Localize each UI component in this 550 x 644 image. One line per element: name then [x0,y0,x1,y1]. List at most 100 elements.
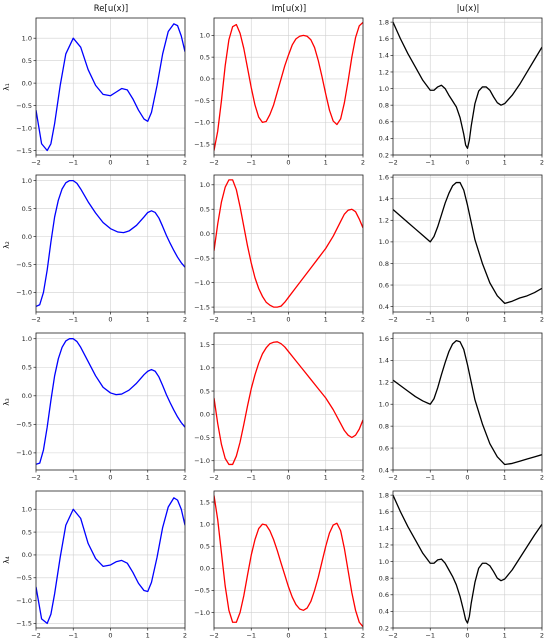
x-tick-label: 1 [324,316,328,324]
y-tick-label: −1.0 [16,124,32,132]
x-tick-label: 2 [361,159,365,167]
panel-1-1: −2 −1 0 1 2 −1.5 −1.0 −0.5 0.0 0.5 1.0 [194,174,365,324]
y-tick-label: 1.0 [22,506,32,514]
x-tick-label: −1 [68,316,78,324]
y-tick-label: 0.8 [379,260,389,268]
y-tick-label: 1.6 [379,35,389,43]
y-tick-label: −1.5 [194,140,210,148]
panel-1-0: −2 −1 0 1 2 −1.0 −0.5 0.0 0.5 1.0 [16,174,187,324]
y-tick-label: −1.0 [194,609,210,617]
y-tick-label: 1.5 [200,341,210,349]
y-tick-label: 0.6 [379,118,389,126]
x-tick-label: 1 [503,316,507,324]
y-tick-label: −0.5 [194,97,210,105]
y-tick-label: 1.6 [379,173,389,181]
row-label-1: λ₁ [2,83,11,90]
y-tick-label: 0.5 [22,205,32,213]
x-tick-label: 2 [183,474,187,482]
y-tick-label: 1.0 [200,32,210,40]
x-tick-label: −2 [209,632,219,640]
row-label-4: λ₄ [2,556,11,563]
y-tick-label: 0.4 [379,303,389,311]
x-tick-label: 2 [183,316,187,324]
x-tick-label: 2 [540,316,544,324]
y-tick-label: 0.8 [379,101,389,109]
x-tick-label: 0 [108,474,112,482]
y-tick-label: 0.5 [22,57,32,65]
row-label-2: λ₂ [2,241,11,248]
y-tick-label: 0.0 [22,392,32,400]
y-tick-label: −1.5 [16,147,32,155]
series-line [36,179,185,308]
x-tick-label: 1 [146,159,150,167]
y-tick-label: −1.0 [194,119,210,127]
panel-3-2: −2 −1 0 1 2 0.2 0.4 0.6 0.8 1.0 1.2 1.4 1.6 1.8 [379,490,544,640]
y-tick-label: 0.5 [22,364,32,372]
x-tick-label: 2 [540,474,544,482]
x-tick-label: 1 [503,159,507,167]
x-tick-label: 0 [465,159,469,167]
y-tick-label: −0.5 [16,102,32,110]
x-tick-label: −2 [209,316,219,324]
series-line [393,181,542,305]
panel-2-1: −2 −1 0 1 2 −1.0 −0.5 0.0 0.5 1.0 1.5 [194,332,365,482]
x-tick-label: 1 [503,474,507,482]
x-tick-label: −1 [246,474,256,482]
series-line [36,338,185,465]
y-tick-label: 0.8 [379,422,389,430]
y-tick-label: 1.0 [22,335,32,343]
y-tick-label: 0.8 [379,574,389,582]
panel-2-2: −2 −1 0 1 2 0.4 0.6 0.8 1.0 1.2 1.4 1.6 [379,332,544,482]
y-tick-label: −1.5 [16,620,32,628]
x-tick-label: −1 [68,159,78,167]
panels: −2 −1 0 1 2 −1.5 −1.0 −0.5 0.0 0.5 1.0 −2 −1 0 1 2 −1.5 −… [16,17,544,640]
y-tick-label: 0.0 [200,565,210,573]
y-tick-label: 0.2 [379,151,389,159]
y-tick-label: 1.4 [379,52,389,60]
x-tick-label: 2 [183,632,187,640]
x-tick-label: 0 [465,632,469,640]
y-tick-label: 1.0 [22,177,32,185]
x-tick-label: 0 [286,632,290,640]
y-tick-label: 0.6 [379,281,389,289]
x-tick-label: −2 [388,474,398,482]
x-tick-label: 2 [540,632,544,640]
column-title-re: Re[u(x)] [94,4,128,14]
y-tick-label: −0.5 [194,254,210,262]
x-tick-label: −2 [388,159,398,167]
y-tick-label: −1.0 [16,289,32,297]
x-tick-label: −1 [425,474,435,482]
x-tick-label: 1 [146,316,150,324]
y-tick-label: 1.0 [200,520,210,528]
x-tick-label: −1 [246,632,256,640]
y-tick-label: 0.0 [22,233,32,241]
y-tick-label: 1.0 [200,364,210,372]
y-tick-label: 1.4 [379,525,389,533]
x-tick-label: 1 [324,632,328,640]
x-tick-label: 0 [465,316,469,324]
y-tick-label: −0.5 [194,587,210,595]
y-tick-label: 1.2 [379,541,389,549]
y-tick-label: −1.5 [194,303,210,311]
y-tick-label: 1.8 [379,18,389,26]
series-line [393,21,542,150]
x-tick-label: 0 [286,474,290,482]
series-line [36,23,185,152]
x-tick-label: −2 [209,474,219,482]
y-tick-label: 0.5 [200,387,210,395]
x-tick-label: 0 [286,159,290,167]
y-tick-label: 1.0 [379,401,389,409]
x-tick-label: −2 [31,474,41,482]
panel-0-0: −2 −1 0 1 2 −1.5 −1.0 −0.5 0.0 0.5 1.0 [16,17,187,167]
y-tick-label: 0.4 [379,135,389,143]
y-tick-label: 1.0 [22,35,32,43]
x-tick-label: −1 [246,316,256,324]
x-tick-label: 2 [361,632,365,640]
y-tick-label: −0.5 [194,434,210,442]
x-tick-label: 0 [465,474,469,482]
y-tick-label: 0.5 [200,206,210,214]
y-tick-label: 1.0 [379,558,389,566]
series-line [393,340,542,466]
y-tick-label: 0.4 [379,608,389,616]
y-tick-label: 0.5 [22,528,32,536]
